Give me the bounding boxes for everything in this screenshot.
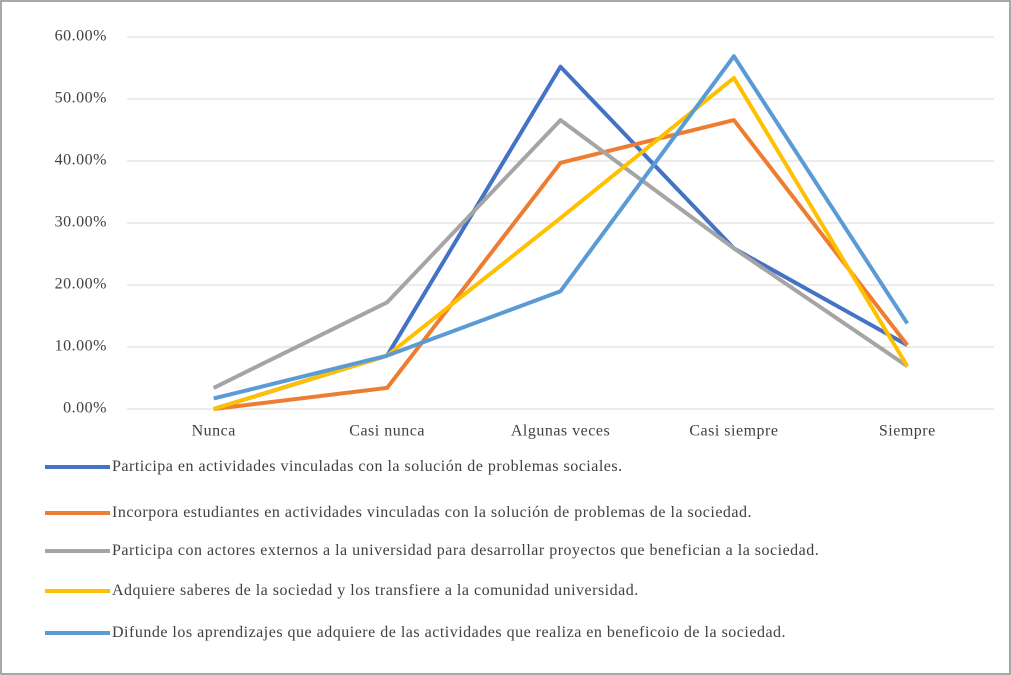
legend-label: Participa con actores externos a la univ…: [112, 542, 820, 559]
legend-label: Participa en actividades vinculadas con …: [112, 458, 623, 475]
x-tick-label: Siempre: [879, 423, 936, 440]
legend-label: Difunde los aprendizajes que adquiere de…: [112, 624, 787, 641]
y-tick-label: 40.00%: [55, 152, 107, 169]
y-tick-label: 20.00%: [55, 276, 107, 293]
y-tick-label: 0.00%: [63, 400, 107, 417]
series-line: [213, 118, 909, 411]
x-tick-label: Casi nunca: [349, 423, 425, 440]
y-tick-label: 50.00%: [55, 90, 107, 107]
y-tick-label: 30.00%: [55, 214, 107, 231]
x-tick-label: Algunas veces: [511, 423, 610, 440]
x-tick-label: Casi siempre: [689, 423, 778, 440]
series-line: [213, 54, 909, 401]
legend-label: Adquiere saberes de la sociedad y los tr…: [112, 582, 639, 599]
series-line: [213, 75, 910, 411]
series-line: [212, 118, 909, 390]
x-tick-label: Nunca: [192, 423, 236, 440]
legend-label: Incorpora estudiantes en actividades vin…: [112, 504, 753, 521]
y-tick-label: 10.00%: [55, 338, 107, 355]
y-tick-label: 60.00%: [55, 28, 107, 45]
